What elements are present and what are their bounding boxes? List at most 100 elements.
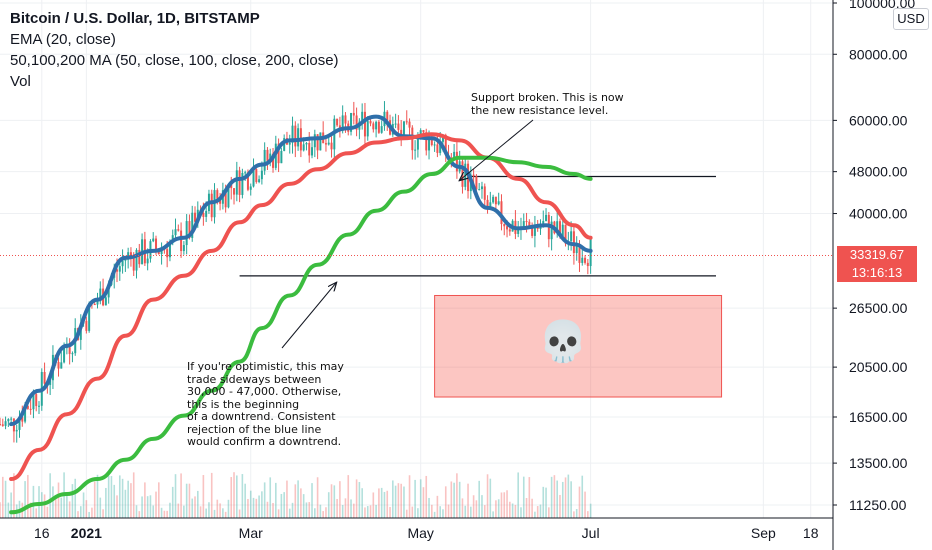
candle-body: [422, 130, 425, 133]
candle-body: [93, 304, 96, 306]
volume-bar: [539, 504, 542, 518]
chart-title[interactable]: Bitcoin / U.S. Dollar, 1D, BITSTAMP: [10, 10, 260, 27]
sideways-note-line: of a downtrend. Consistent: [187, 410, 336, 423]
candle-body: [361, 111, 364, 122]
volume-bar: [74, 478, 77, 518]
candle-body: [252, 169, 255, 187]
candle-body: [500, 201, 503, 225]
chart-legend: Bitcoin / U.S. Dollar, 1D, BITSTAMP EMA …: [10, 8, 339, 92]
candle-body: [433, 144, 436, 146]
volume-bar: [77, 511, 79, 518]
candle-body: [21, 416, 24, 422]
volume-bar: [93, 481, 96, 518]
volume-bar: [347, 475, 350, 518]
sideways-note: If you're optimistic, this may trade sid…: [187, 360, 344, 449]
candle-body: [508, 229, 511, 232]
volume-bar: [369, 505, 372, 518]
volume-bar: [405, 509, 408, 518]
candle-body: [166, 249, 169, 258]
volume-bar: [286, 480, 288, 518]
volume-bar: [431, 504, 433, 518]
volume-bar: [389, 507, 391, 518]
candle-body: [246, 172, 249, 190]
volume-bar: [127, 480, 129, 518]
x-tick-label: Jul: [582, 525, 600, 541]
volume-bar: [403, 486, 405, 518]
volume-bar: [495, 500, 497, 518]
candle-body: [402, 121, 405, 138]
axes: [0, 0, 834, 550]
y-tick-label: 48000.00: [849, 164, 908, 180]
candle-body: [57, 361, 60, 369]
volume-bar: [263, 482, 266, 518]
candle-body: [336, 118, 339, 126]
volume-bar: [548, 507, 550, 518]
volume-bar: [375, 504, 377, 518]
volume-bar: [177, 503, 180, 518]
annotation-arrow: [460, 119, 534, 180]
volume-bar: [520, 507, 522, 518]
volume-bar: [578, 486, 581, 518]
moving-average-lines: [9, 114, 593, 515]
sideways-note-line: 30,000 - 47,000. Otherwise,: [187, 385, 342, 398]
volume-bar: [146, 496, 149, 518]
volume-bar: [300, 488, 302, 518]
candle-body: [308, 143, 311, 156]
ema-legend[interactable]: EMA (20, close): [10, 31, 116, 48]
volume-bar: [589, 503, 592, 518]
candle-body: [272, 153, 275, 168]
y-axis-ticks[interactable]: 100000.00 80000.00 60000.00 48000.00 40000.0…: [833, 0, 915, 513]
candle-body: [60, 362, 63, 369]
y-tick-label: 16500.00: [849, 409, 908, 425]
y-tick-label: 13500.00: [849, 455, 908, 471]
volume-bar: [556, 480, 558, 518]
volume-bar: [453, 482, 455, 518]
volume-bar: [71, 484, 74, 518]
volume-bar: [553, 475, 556, 518]
candle-body: [18, 416, 21, 430]
volume-bar: [261, 491, 263, 518]
volume-bar: [169, 502, 171, 518]
volume-bar: [333, 485, 336, 518]
candle-body: [135, 249, 138, 271]
candle-body: [525, 221, 528, 223]
volume-bar: [336, 498, 338, 518]
currency-badge[interactable]: USD: [893, 8, 929, 30]
volume-bar: [132, 472, 135, 518]
grid: [0, 0, 833, 518]
volume-bar: [305, 502, 308, 518]
current-price-tag[interactable]: 33319.67 13:16:13: [837, 245, 917, 282]
volume-bar: [575, 509, 578, 518]
candle-body: [235, 170, 238, 195]
volume-bar: [528, 477, 531, 518]
candle-body: [472, 174, 475, 177]
danger-zone-box: [434, 294, 723, 398]
volume-bar: [191, 498, 194, 518]
candle-body: [425, 132, 428, 151]
candle-body: [319, 132, 322, 151]
volume-bar: [66, 493, 68, 518]
volume-bar: [534, 511, 536, 518]
candle-body: [88, 303, 91, 331]
candle-body: [205, 211, 208, 217]
candle-body: [38, 405, 41, 407]
volume-bar: [408, 475, 411, 518]
volume-bar: [380, 487, 383, 518]
volume-bar: [163, 510, 166, 518]
candle-body: [291, 125, 294, 143]
volume-legend[interactable]: Vol: [10, 73, 31, 90]
candle-body: [146, 258, 149, 264]
volume-bar: [227, 499, 230, 518]
volume-bar: [244, 483, 246, 518]
ma-legend[interactable]: 50,100,200 MA (50, close, 100, close, 20…: [10, 52, 339, 69]
volume-bar: [378, 488, 380, 518]
candle-body: [355, 115, 358, 130]
candle-body: [168, 242, 171, 258]
volume-bar: [188, 483, 191, 518]
sideways-note-line: rejection of the blue line: [187, 422, 322, 436]
candle-body: [188, 221, 191, 238]
x-axis-ticks[interactable]: 16 2021 Mar May Jul Sep 18: [34, 525, 819, 541]
candle-body: [241, 172, 244, 195]
